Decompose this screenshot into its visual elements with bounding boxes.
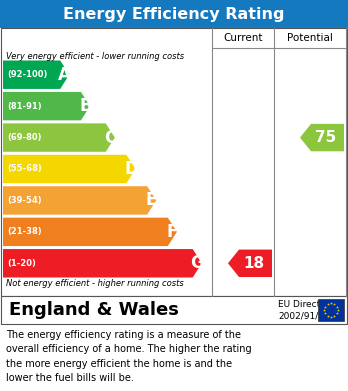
Text: The energy efficiency rating is a measure of the
overall efficiency of a home. T: The energy efficiency rating is a measur… [6, 330, 252, 383]
Text: (1-20): (1-20) [7, 259, 36, 268]
Bar [1, 296, 347, 324]
Text: F: F [167, 223, 178, 241]
Text: 18: 18 [244, 256, 264, 271]
Polygon shape [3, 92, 90, 120]
Text: G: G [190, 254, 204, 272]
Polygon shape [3, 123, 115, 152]
Polygon shape [3, 155, 135, 183]
Bar [0, 0, 348, 28]
Text: 75: 75 [315, 130, 337, 145]
Text: Energy Efficiency Rating: Energy Efficiency Rating [63, 7, 285, 22]
Text: (81-91): (81-91) [7, 102, 42, 111]
Text: (39-54): (39-54) [7, 196, 42, 205]
Text: A: A [58, 66, 71, 84]
Polygon shape [228, 249, 272, 277]
Text: (21-38): (21-38) [7, 227, 42, 236]
Text: (92-100): (92-100) [7, 70, 47, 79]
Bar [1, 28, 347, 296]
Text: Potential: Potential [287, 33, 333, 43]
Bar [318, 299, 344, 321]
Text: Not energy efficient - higher running costs: Not energy efficient - higher running co… [6, 280, 184, 289]
Text: England & Wales: England & Wales [9, 301, 179, 319]
Text: E: E [146, 192, 157, 210]
Text: D: D [124, 160, 138, 178]
Text: EU Directive
2002/91/EC: EU Directive 2002/91/EC [278, 300, 334, 320]
Text: (69-80): (69-80) [7, 133, 41, 142]
Text: B: B [79, 97, 92, 115]
Text: Very energy efficient - lower running costs: Very energy efficient - lower running co… [6, 52, 184, 61]
Polygon shape [3, 186, 156, 215]
Polygon shape [300, 124, 344, 151]
Text: Current: Current [223, 33, 263, 43]
Polygon shape [3, 249, 202, 278]
Text: (55-68): (55-68) [7, 165, 42, 174]
Polygon shape [3, 218, 177, 246]
Text: C: C [104, 129, 116, 147]
Polygon shape [3, 61, 69, 89]
